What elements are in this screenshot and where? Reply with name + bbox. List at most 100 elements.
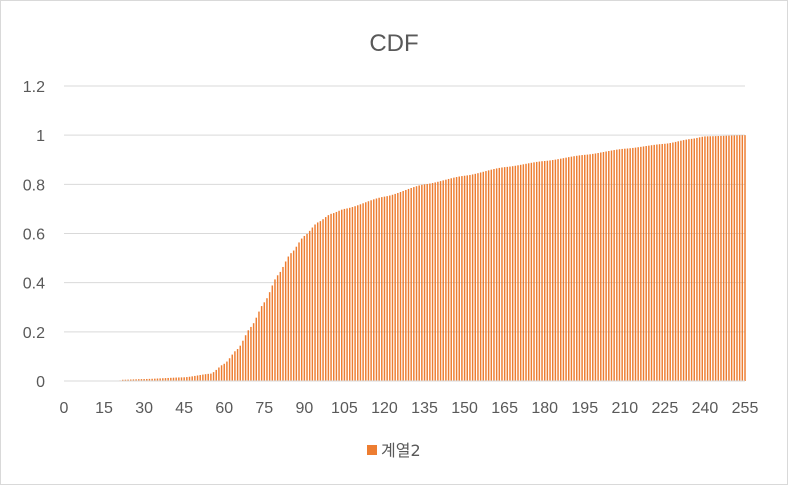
bar	[704, 136, 706, 381]
bar	[255, 317, 258, 381]
bar	[207, 373, 209, 381]
chart-title: CDF	[369, 30, 418, 57]
bar	[632, 147, 634, 381]
bar	[658, 144, 661, 381]
bar	[621, 148, 623, 381]
bar	[226, 361, 228, 381]
bar	[584, 154, 586, 381]
bar	[709, 136, 712, 381]
y-tick-label: 0.2	[23, 325, 45, 342]
bar	[522, 164, 525, 381]
bar	[666, 143, 669, 381]
bar	[554, 159, 557, 381]
bar	[210, 373, 212, 382]
bar	[391, 194, 394, 381]
x-tick-label: 15	[95, 400, 113, 417]
y-tick-label: 0.4	[23, 276, 45, 293]
bar	[172, 377, 175, 381]
bar	[511, 166, 514, 381]
bar	[693, 138, 695, 381]
bar	[146, 378, 148, 381]
bar	[517, 165, 519, 381]
bar	[698, 137, 701, 381]
bar	[610, 150, 613, 381]
bar	[292, 250, 295, 381]
bar	[316, 222, 319, 381]
bar	[589, 154, 591, 381]
bar	[650, 145, 653, 381]
x-tick-label: 120	[371, 400, 398, 417]
bar	[626, 148, 629, 381]
x-tick-label: 225	[652, 400, 679, 417]
bar	[664, 143, 666, 381]
bar	[487, 170, 490, 381]
bar	[199, 375, 201, 381]
bar	[354, 206, 356, 381]
bar	[204, 374, 207, 381]
bar	[514, 165, 517, 381]
bar	[215, 369, 217, 381]
bar	[455, 177, 458, 381]
bar	[701, 136, 704, 381]
bar	[156, 378, 159, 381]
bar	[549, 160, 551, 381]
bar	[557, 159, 559, 381]
bar	[733, 135, 736, 381]
bar	[656, 144, 658, 381]
bar	[578, 155, 581, 381]
bar	[335, 211, 338, 381]
bar	[418, 185, 420, 381]
bar	[738, 135, 741, 381]
bar	[690, 138, 693, 381]
bar	[741, 135, 744, 381]
bar	[378, 197, 380, 381]
x-tick-label: 30	[135, 400, 153, 417]
bar	[202, 374, 204, 381]
bar	[744, 135, 746, 381]
bar	[167, 377, 169, 381]
bar	[594, 153, 597, 381]
bar	[551, 160, 554, 381]
bar	[324, 217, 327, 381]
x-tick-label: 90	[295, 400, 313, 417]
bar	[132, 379, 135, 381]
bar	[196, 375, 199, 381]
bar	[322, 219, 324, 381]
bar	[447, 178, 450, 381]
bar	[498, 167, 501, 381]
legend[interactable]: 계열2	[367, 441, 421, 460]
bar	[258, 311, 260, 381]
bar	[370, 200, 372, 381]
bar	[151, 378, 153, 381]
bar	[568, 157, 570, 381]
bar	[308, 230, 311, 381]
bar	[223, 363, 225, 381]
bar	[367, 201, 370, 381]
bar	[266, 298, 268, 381]
bar	[680, 140, 682, 381]
bar	[509, 166, 511, 381]
bar	[410, 187, 412, 381]
bar	[501, 167, 503, 381]
bar	[637, 147, 639, 381]
bar	[231, 354, 233, 381]
bar	[300, 238, 303, 381]
bar	[672, 142, 674, 381]
bar	[287, 256, 290, 381]
bar	[252, 323, 255, 381]
bar	[260, 306, 263, 381]
bar	[164, 378, 167, 381]
y-tick-label: 1.2	[23, 79, 45, 96]
bar	[271, 285, 274, 381]
y-tick-label: 0	[36, 374, 45, 391]
x-tick-labels: 0 15 30 45 60 75 90 105 120 135 150 165 180 195 210 225…	[60, 400, 759, 417]
bar	[682, 140, 685, 381]
bar	[485, 171, 487, 381]
bar	[175, 377, 177, 381]
bar	[148, 378, 151, 381]
bar	[434, 182, 436, 381]
bar	[332, 213, 335, 381]
bar	[466, 175, 468, 381]
bar	[560, 158, 562, 381]
